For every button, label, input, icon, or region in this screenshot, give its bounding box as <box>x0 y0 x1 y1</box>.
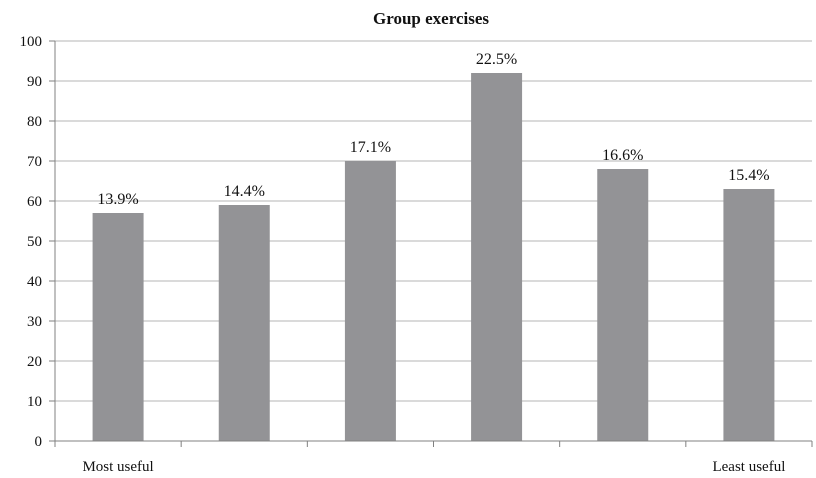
y-tick-label: 90 <box>27 74 42 90</box>
y-tick-label: 40 <box>27 274 42 290</box>
data-labels: 13.9% 14.4% 17.1% 22.5% 16.6% 15.4% <box>97 51 769 208</box>
y-tick-label: 50 <box>27 234 42 250</box>
y-tick-label: 100 <box>20 34 43 50</box>
gridlines <box>55 40 812 402</box>
bar <box>92 213 144 441</box>
y-axis-ticks: 0 10 20 30 40 50 60 70 80 90 100 <box>20 34 55 450</box>
data-label: 17.1% <box>350 139 391 156</box>
x-category-label: Least useful <box>712 459 785 475</box>
data-label: 15.4% <box>728 167 769 184</box>
data-label: 13.9% <box>97 191 138 208</box>
bar <box>723 189 775 441</box>
y-tick-label: 80 <box>27 114 42 130</box>
chart-title: Group exercises <box>373 9 489 28</box>
bars <box>92 73 775 441</box>
y-tick-label: 0 <box>35 434 43 450</box>
x-axis-categories: Most useful Least useful <box>82 459 785 475</box>
data-label: 14.4% <box>224 183 265 200</box>
y-tick-label: 30 <box>27 314 42 330</box>
data-label: 22.5% <box>476 51 517 68</box>
bar <box>344 161 396 441</box>
y-tick-label: 70 <box>27 154 42 170</box>
y-tick-label: 60 <box>27 194 42 210</box>
y-tick-label: 20 <box>27 354 42 370</box>
x-category-label: Most useful <box>82 459 153 475</box>
bar <box>471 73 523 441</box>
bar <box>218 205 270 441</box>
bar <box>597 169 649 441</box>
data-label: 16.6% <box>602 147 643 164</box>
axes <box>54 41 813 447</box>
y-tick-label: 10 <box>27 394 42 410</box>
